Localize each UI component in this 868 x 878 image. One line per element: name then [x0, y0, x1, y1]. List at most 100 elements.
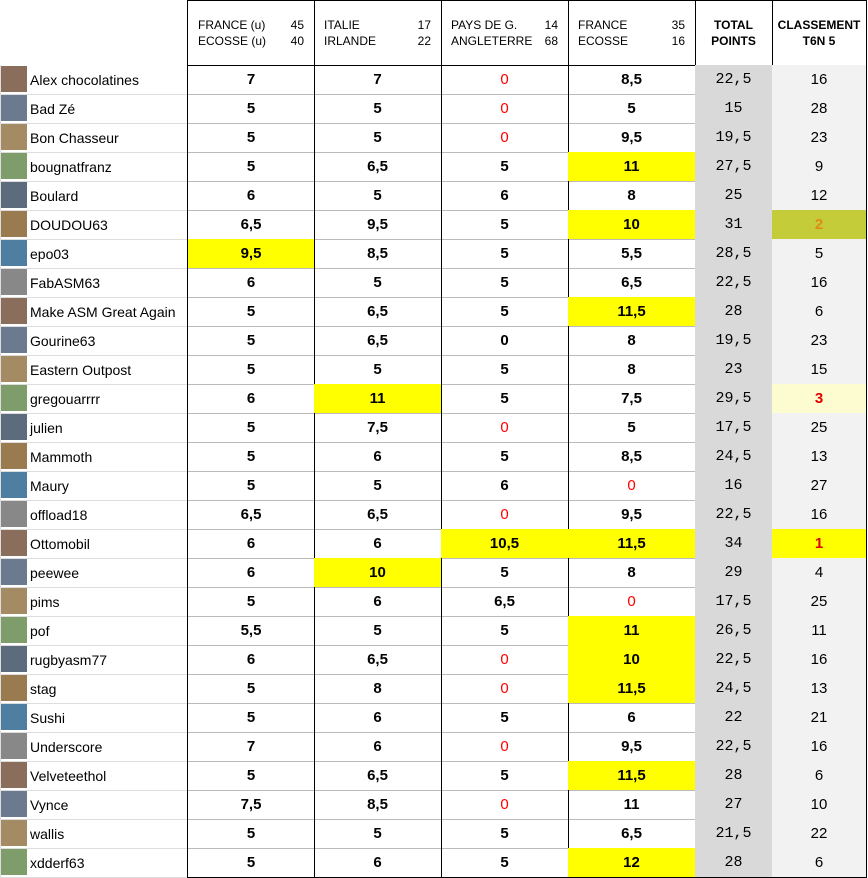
- rank-cell: 21: [772, 703, 867, 733]
- avatar: [1, 849, 27, 875]
- rank-cell: 6: [772, 848, 867, 878]
- header-line: ECOSSE 16: [568, 33, 695, 49]
- score: 68: [544, 34, 558, 48]
- total-cell: 24,5: [695, 674, 773, 704]
- score-cell: 7: [187, 732, 315, 762]
- score-cell: 5: [187, 413, 315, 443]
- team: FRANCE: [578, 18, 628, 32]
- score-cell: 6: [441, 471, 569, 501]
- rank-cell: 16: [772, 268, 867, 298]
- score-cell: 5: [441, 268, 569, 298]
- player-name: Underscore: [0, 732, 187, 762]
- total-cell: 19,5: [695, 326, 773, 356]
- score-cell: 5: [314, 355, 442, 385]
- score-cell: 5: [314, 268, 442, 298]
- player-name: xdderf63: [0, 848, 187, 878]
- score-cell: 0: [441, 500, 569, 530]
- header-line: TOTAL: [714, 18, 753, 32]
- score-cell: 5: [187, 674, 315, 704]
- rank-cell: 13: [772, 674, 867, 704]
- score-cell: 0: [441, 123, 569, 153]
- total-cell: 27,5: [695, 152, 773, 182]
- score-cell: 6: [314, 703, 442, 733]
- score: 17: [417, 18, 431, 32]
- score-cell: 6: [187, 558, 315, 588]
- score-cell: 0: [441, 645, 569, 675]
- avatar: [1, 414, 27, 440]
- total-cell: 22: [695, 703, 773, 733]
- rank-cell: 9: [772, 152, 867, 182]
- score-cell: 6: [187, 181, 315, 211]
- player-name: pof: [0, 616, 187, 646]
- rank-cell: 15: [772, 355, 867, 385]
- score-cell: 9,5: [314, 210, 442, 240]
- player-name: wallis: [0, 819, 187, 849]
- score-cell: 6: [314, 848, 442, 878]
- score-cell: 5: [187, 94, 315, 124]
- player-name: Velveteethol: [0, 761, 187, 791]
- score-cell: 0: [441, 732, 569, 762]
- total-cell: 21,5: [695, 819, 773, 849]
- score: 16: [671, 34, 685, 48]
- rank-cell: 16: [772, 645, 867, 675]
- avatar: [1, 501, 27, 527]
- avatar: [1, 211, 27, 237]
- score-cell: 0: [441, 326, 569, 356]
- score: 14: [544, 18, 558, 32]
- score-cell: 10,5: [441, 529, 569, 559]
- score-cell: 6: [568, 703, 696, 733]
- rank-cell: 6: [772, 761, 867, 791]
- score-cell: 5: [441, 848, 569, 878]
- score-cell: 10: [568, 210, 696, 240]
- team: IRLANDE: [324, 34, 377, 48]
- player-name: Vynce: [0, 790, 187, 820]
- score-cell: 8: [568, 326, 696, 356]
- score-cell: 5: [314, 123, 442, 153]
- avatar: [1, 646, 27, 672]
- score-cell: 8: [568, 558, 696, 588]
- score-cell: 6: [187, 529, 315, 559]
- rank-cell: 23: [772, 123, 867, 153]
- score-cell: 11: [568, 616, 696, 646]
- player-name: Bon Chasseur: [0, 123, 187, 153]
- total-cell: 25: [695, 181, 773, 211]
- match-header: ITALIE 17 IRLANDE 22: [314, 0, 442, 66]
- score-cell: 10: [568, 645, 696, 675]
- rank-cell: 5: [772, 239, 867, 269]
- score-cell: 6: [314, 529, 442, 559]
- avatar: [1, 820, 27, 846]
- total-cell: 31: [695, 210, 773, 240]
- rank-cell: 16: [772, 500, 867, 530]
- score-cell: 11,5: [568, 761, 696, 791]
- score-cell: 5: [441, 210, 569, 240]
- score-cell: 8,5: [568, 442, 696, 472]
- avatar: [1, 66, 27, 92]
- score-cell: 9,5: [187, 239, 315, 269]
- total-cell: 22,5: [695, 500, 773, 530]
- score-cell: 8,5: [314, 239, 442, 269]
- rank-cell: 3: [772, 384, 867, 414]
- score-cell: 11,5: [568, 674, 696, 704]
- header-line: POINTS: [711, 34, 756, 48]
- avatar: [1, 588, 27, 614]
- total-cell: 15: [695, 94, 773, 124]
- rank-cell: 12: [772, 181, 867, 211]
- score-cell: 5: [568, 413, 696, 443]
- avatar: [1, 443, 27, 469]
- score-cell: 5: [441, 355, 569, 385]
- player-name: Maury: [0, 471, 187, 501]
- player-name: Gourine63: [0, 326, 187, 356]
- score-cell: 5: [314, 94, 442, 124]
- avatar: [1, 762, 27, 788]
- match-header: FRANCE (u) 45 ECOSSE (u) 40: [187, 0, 315, 66]
- score-cell: 6: [187, 384, 315, 414]
- score: 22: [417, 34, 431, 48]
- score-cell: 6: [187, 268, 315, 298]
- player-name: Alex chocolatines: [0, 65, 187, 95]
- total-cell: 28: [695, 848, 773, 878]
- score-cell: 0: [441, 65, 569, 95]
- total-cell: 28: [695, 761, 773, 791]
- total-cell: 22,5: [695, 268, 773, 298]
- score-cell: 11,5: [568, 529, 696, 559]
